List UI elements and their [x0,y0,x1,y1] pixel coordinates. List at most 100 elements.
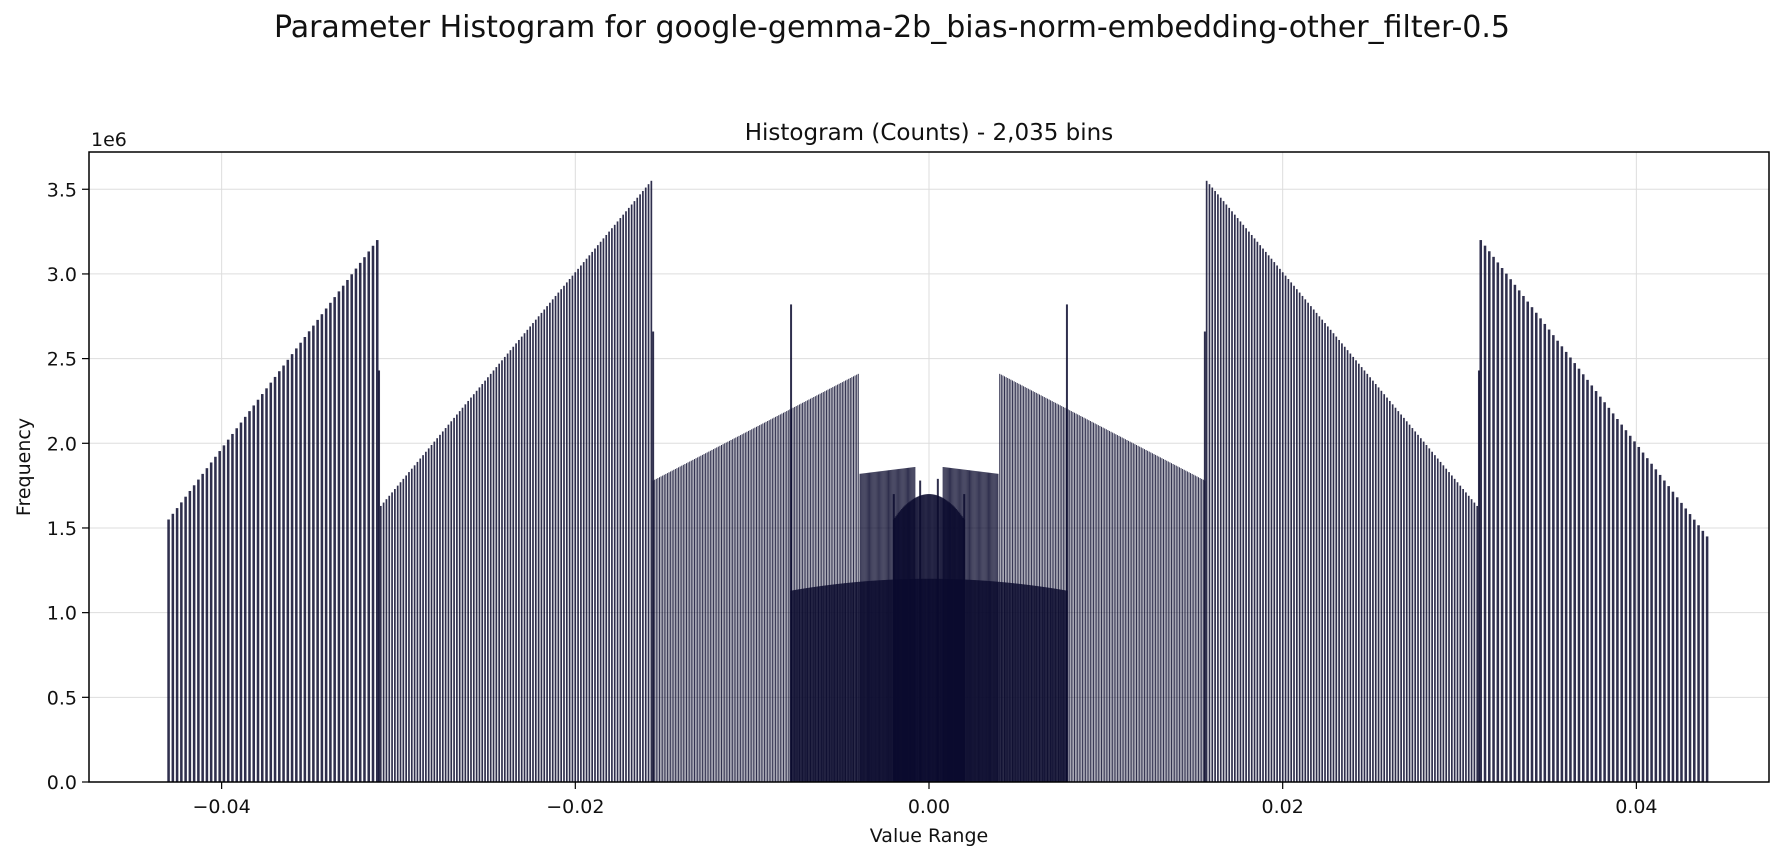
histogram-bar [1448,472,1450,782]
histogram-bar [1453,478,1456,782]
histogram-bar [371,245,375,783]
histogram-bar [1002,375,1004,782]
histogram-bar [1403,417,1405,782]
histogram-bar [1225,204,1228,782]
histogram-bar [1357,363,1360,782]
histogram-bar [1069,410,1071,782]
histogram-bar [1048,399,1050,782]
histogram-bar [854,582,856,782]
histogram-bar [1513,284,1517,782]
histogram-bar [1374,384,1377,782]
histogram-bar [859,581,861,782]
histogram-bar [1287,279,1290,782]
histogram-bar [1346,350,1349,782]
histogram-bar [939,496,942,782]
histogram-bar [657,478,659,782]
histogram-bar [1405,421,1408,782]
histogram-bar [1196,476,1198,782]
histogram-bar [1006,582,1008,782]
histogram-bar [1231,211,1233,783]
histogram-bar [1211,187,1214,782]
histogram-bar [1020,584,1022,782]
histogram-bar [1543,323,1547,782]
histogram-bar [1053,401,1055,782]
histogram-bar [1569,357,1572,782]
histogram-bar [256,399,260,782]
histogram-bar [1166,460,1168,782]
histogram-bar [639,194,641,782]
histogram-bar [681,465,683,782]
histogram-bar [518,339,520,782]
histogram-bar [1164,459,1166,782]
histogram-bar [1170,463,1172,782]
histogram-bar [967,470,969,782]
histogram-bar [1018,383,1020,782]
histogram-bar [1307,302,1309,782]
histogram-bar [1310,306,1312,782]
histogram-bar [833,584,835,782]
histogram-bar [886,579,888,782]
histogram-bar [243,416,247,782]
histogram-bar [316,319,319,782]
histogram-bar [1089,420,1091,782]
histogram-bar [846,379,848,782]
histogram-bar [878,580,880,782]
histogram-bar [560,289,563,782]
histogram-bar [784,411,786,782]
histogram-bar [658,477,660,782]
histogram-bar [902,507,904,782]
histogram-bar [779,414,781,782]
histogram-bar [1163,459,1165,782]
histogram-bar [1034,392,1036,782]
histogram-bar [1008,582,1010,782]
histogram-bar [1128,440,1130,782]
histogram-bar [1470,499,1473,782]
histogram-bar [1552,335,1555,782]
histogram-bar [1465,492,1467,782]
histogram-bar [1142,448,1144,782]
histogram-bar [1304,299,1307,782]
histogram-bar [817,586,819,782]
histogram-bar [1121,437,1123,782]
x-axis-label: Value Range [870,825,988,847]
histogram-bar [1137,445,1139,782]
histogram-bar [1038,586,1040,782]
histogram-bar [1431,451,1433,782]
histogram-bar [1248,231,1250,782]
histogram-bar [1492,256,1495,783]
histogram-bar [1140,447,1142,782]
histogram-bar [936,478,939,782]
histogram-bar [341,285,345,782]
histogram-bar [1641,452,1645,782]
histogram-bar [1284,275,1287,782]
histogram-bar [845,583,847,782]
histogram-bar [1102,427,1104,782]
histogram-bar [520,336,523,782]
histogram-bar [1112,432,1114,782]
histogram-bar [882,580,884,782]
histogram-bar [1400,414,1402,782]
histogram-bar [787,410,789,782]
histogram-bar [778,415,780,782]
histogram-bar [1556,340,1559,782]
histogram-bar [1488,251,1491,783]
histogram-bar [1051,401,1053,782]
histogram-bar [1530,307,1534,782]
histogram-bar [478,387,481,782]
histogram-bar [1085,418,1087,782]
histogram-bar [919,480,922,782]
histogram-bar [1547,329,1551,782]
histogram-bar [557,292,560,782]
histogram-bar [998,581,1000,782]
histogram-bar [1414,431,1417,782]
histogram-bar [663,474,665,782]
histogram-bar [333,297,336,782]
histogram-bar [1411,428,1414,782]
histogram-bar [1097,425,1099,782]
histogram-bar [1573,363,1576,782]
histogram-bar [693,459,695,782]
histogram-bar [1151,453,1153,782]
histogram-bar [1143,449,1145,782]
histogram-bar [1341,343,1343,782]
histogram-bar [989,472,991,782]
